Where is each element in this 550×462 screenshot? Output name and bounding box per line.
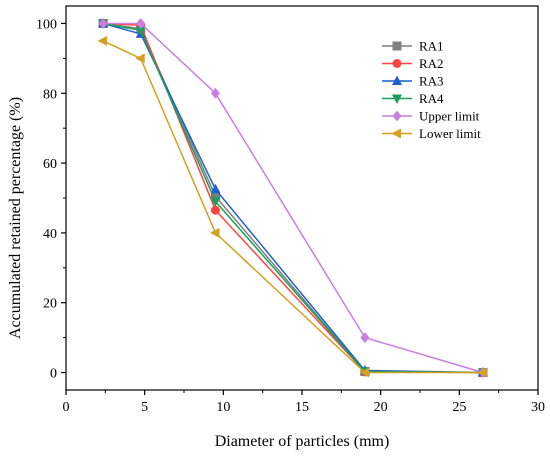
x-tick-label: 15 xyxy=(295,400,309,415)
legend-label: RA1 xyxy=(419,39,444,54)
x-tick-label: 0 xyxy=(63,400,70,415)
data-point xyxy=(359,367,369,378)
data-point xyxy=(136,17,146,29)
legend-entry: RA1 xyxy=(382,39,444,54)
data-point xyxy=(210,205,220,215)
data-point xyxy=(477,367,487,378)
data-point xyxy=(98,17,108,29)
series-ra3 xyxy=(98,17,488,377)
y-tick-label: 60 xyxy=(43,157,57,172)
x-axis-title: Diameter of particles (mm) xyxy=(215,433,390,450)
plot-area xyxy=(97,17,488,379)
legend-label: RA2 xyxy=(419,56,444,71)
data-point xyxy=(210,183,221,194)
data-point xyxy=(97,35,108,46)
series-lower-limit xyxy=(97,35,487,378)
data-point xyxy=(360,332,370,344)
legend-entry: Upper limit xyxy=(382,109,480,124)
data-point xyxy=(209,227,220,238)
legend-label: Upper limit xyxy=(419,109,480,124)
y-tick-label: 80 xyxy=(43,87,57,102)
y-tick-label: 0 xyxy=(50,367,57,382)
data-point xyxy=(135,26,146,36)
x-tick-label: 30 xyxy=(531,400,545,415)
legend-marker xyxy=(392,94,402,104)
y-axis-title: Accumulated retained percentage (%) xyxy=(7,97,24,339)
legend-label: RA4 xyxy=(419,91,444,106)
legend-marker xyxy=(392,110,402,122)
data-point xyxy=(210,87,220,99)
plot-frame xyxy=(65,5,539,391)
legend-entry: RA4 xyxy=(382,91,444,106)
legend-label: RA3 xyxy=(419,74,444,89)
legend-marker xyxy=(392,59,402,68)
legend-label: Lower limit xyxy=(419,126,481,141)
legend-marker xyxy=(391,128,401,139)
data-point xyxy=(210,197,221,207)
legend-entry: RA2 xyxy=(382,56,444,71)
y-tick-label: 20 xyxy=(43,297,57,312)
axes: 0 5 10 15 20 25 30 0 20 40 60 80 100 xyxy=(36,5,545,415)
legend-entry: RA3 xyxy=(382,74,444,89)
legend-entry: Lower limit xyxy=(382,126,481,141)
data-point xyxy=(210,191,220,201)
series-upper-limit xyxy=(98,17,488,379)
y-tick-label: 40 xyxy=(43,227,57,242)
x-tick-label: 25 xyxy=(452,400,466,415)
x-tick-label: 10 xyxy=(216,400,230,415)
x-tick-label: 20 xyxy=(374,400,388,415)
x-tick-label: 5 xyxy=(141,400,148,415)
legend-marker xyxy=(392,75,402,85)
y-tick-label: 100 xyxy=(36,17,57,32)
data-point xyxy=(135,53,145,64)
legend-marker xyxy=(392,41,402,51)
legend: RA1 RA2 RA3 RA4 Upper limit Lower limit xyxy=(382,39,481,141)
